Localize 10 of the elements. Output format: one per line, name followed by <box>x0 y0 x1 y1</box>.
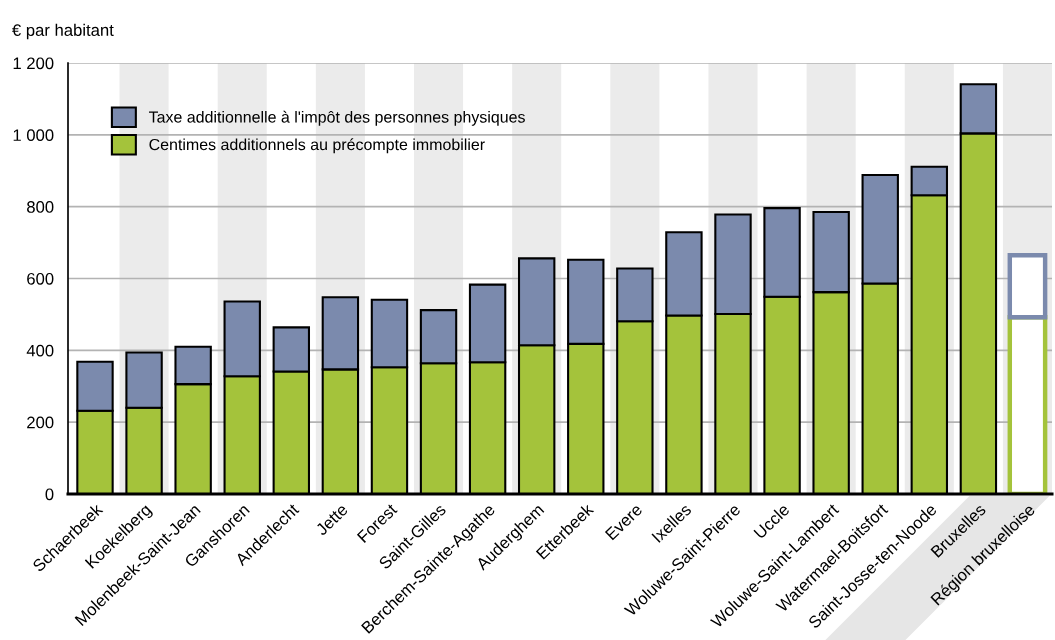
y-tick-label: 1 000 <box>13 129 54 142</box>
y-tick-label: 800 <box>27 201 54 213</box>
y-axis-title: € par habitant <box>12 23 114 40</box>
legend-label: Taxe additionnelle à l'impôt des personnes physiques <box>148 110 525 126</box>
y-tick-label: 1 200 <box>13 57 54 70</box>
legend-label: Centimes additionnels au précompte immobilier <box>149 138 485 154</box>
y-tick-label: 600 <box>27 272 54 285</box>
y-tick-label: 400 <box>26 344 54 357</box>
y-tick-label: 0 <box>45 488 54 501</box>
y-tick-label: 200 <box>27 416 54 429</box>
